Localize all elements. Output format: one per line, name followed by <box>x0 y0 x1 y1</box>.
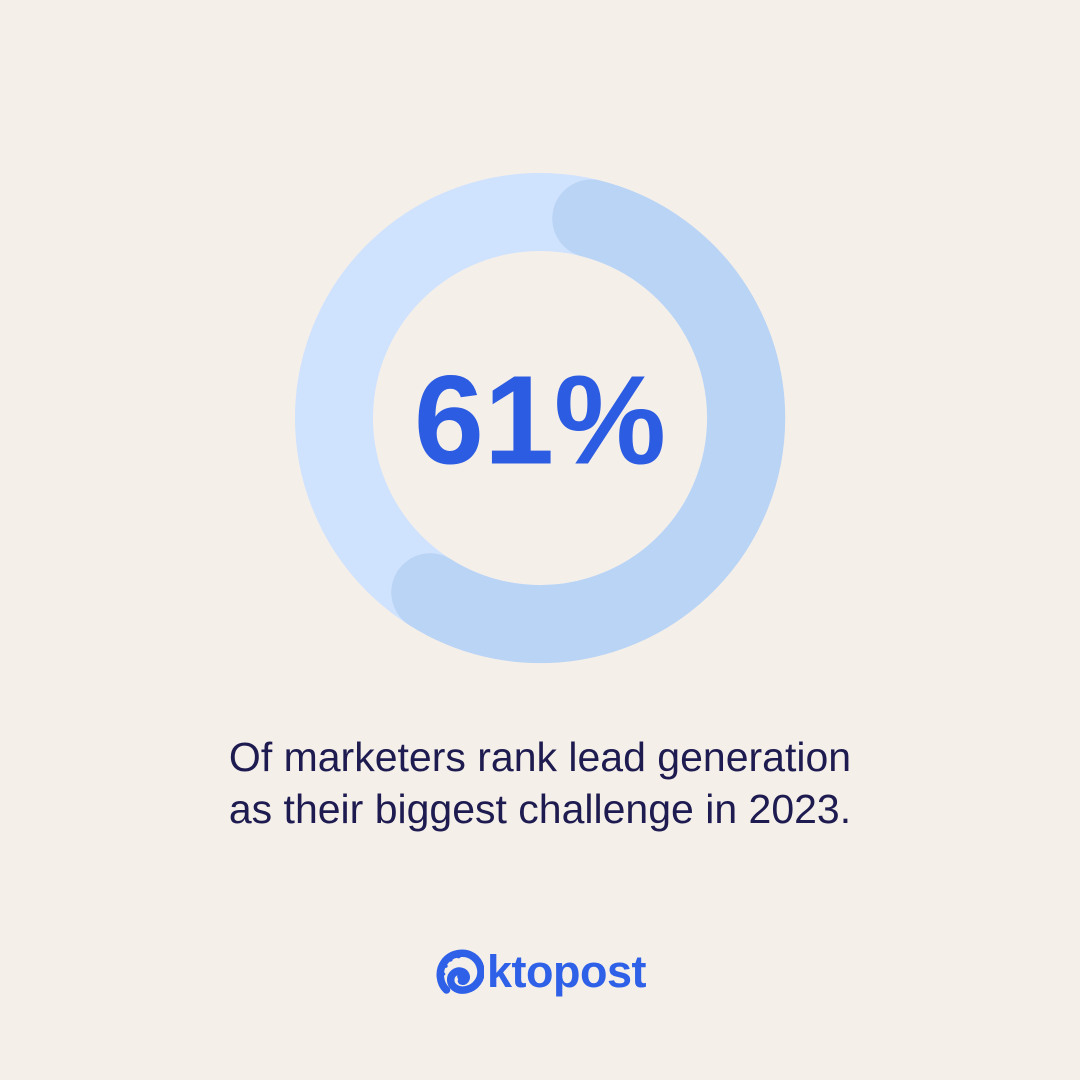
percent-value: 61% <box>413 349 667 491</box>
oktopost-wordmark: ktopost <box>487 946 647 997</box>
caption-line-1: Of marketers rank lead generation <box>228 734 852 780</box>
oktopost-spiral-o-icon <box>436 949 484 994</box>
oktopost-logo: ktopost <box>434 946 647 998</box>
caption: Of marketers rank lead generation as the… <box>0 731 1080 835</box>
caption-line-2: as their biggest challenge in 2023. <box>228 786 852 832</box>
donut-value-arc <box>391 179 786 664</box>
